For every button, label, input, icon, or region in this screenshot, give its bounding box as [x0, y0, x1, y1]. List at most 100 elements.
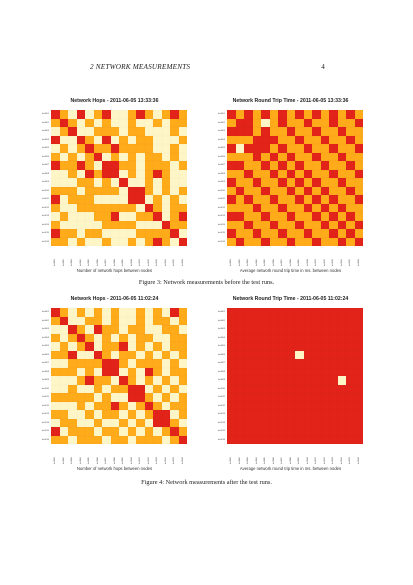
column-label: hs0002: [62, 457, 65, 464]
heatmap-cell: [312, 186, 321, 195]
heatmap-cell: [76, 195, 85, 204]
heatmap-cell: [295, 359, 304, 368]
heatmap-cell: [93, 135, 102, 144]
heatmap-cell: [178, 220, 187, 229]
column-label: hs0005: [264, 259, 267, 266]
heatmap-cell: [76, 144, 85, 153]
heatmap-cell: [329, 410, 338, 419]
heatmap-cell: [252, 118, 261, 127]
heatmap-cell: [269, 152, 278, 161]
column-label: hs0005: [264, 457, 267, 464]
heatmap-cell: [227, 393, 236, 402]
heatmap-cell: [346, 118, 355, 127]
heatmap-cell: [136, 410, 145, 419]
heatmap-cell: [93, 435, 102, 444]
heatmap-cell: [76, 169, 85, 178]
heatmap-cell: [346, 169, 355, 178]
heatmap-cell: [286, 169, 295, 178]
heatmap-cell: [85, 110, 94, 119]
heatmap-cell: [303, 359, 312, 368]
heatmap-cell: [144, 178, 153, 187]
row-label: hs0011: [41, 198, 49, 201]
heatmap-cell: [136, 203, 145, 212]
heatmap-cell: [261, 144, 270, 153]
heatmap-cell: [136, 350, 145, 359]
heatmap-cell: [59, 308, 68, 317]
heatmap-cell: [227, 342, 236, 351]
heatmap-cell: [235, 186, 244, 195]
heatmap-cell: [329, 144, 338, 153]
heatmap-cell: [227, 220, 236, 229]
heatmap-cell: [320, 401, 329, 410]
row-label: hs0016: [41, 438, 49, 441]
heatmap-cell: [161, 325, 170, 334]
heatmap-cell: [59, 427, 68, 436]
heatmap-cell: [286, 118, 295, 127]
heatmap-cell: [178, 161, 187, 170]
heatmap-cell: [286, 342, 295, 351]
heatmap-cell: [312, 316, 321, 325]
heatmap-cell: [153, 350, 162, 359]
heatmap-cell: [144, 384, 153, 393]
heatmap-cell: [354, 384, 363, 393]
heatmap-cell: [170, 393, 179, 402]
heatmap-cell: [235, 325, 244, 334]
heatmap-cell: [93, 169, 102, 178]
heatmap-cell: [178, 135, 187, 144]
heatmap-cell: [161, 169, 170, 178]
heatmap-cell: [227, 333, 236, 342]
heatmap-cell: [286, 367, 295, 376]
column-label: hs0003: [71, 259, 74, 266]
heatmap-cell: [51, 316, 60, 325]
heatmap-cell: [286, 186, 295, 195]
heatmap-cell: [354, 212, 363, 221]
heatmap-cell: [329, 212, 338, 221]
heatmap-cell: [320, 367, 329, 376]
heatmap-cell: [59, 169, 68, 178]
column-label: hs0009: [122, 457, 125, 464]
page-number: 4: [321, 63, 325, 71]
heatmap-cell: [153, 376, 162, 385]
heatmap-cell: [312, 393, 321, 402]
heatmap-cell: [303, 325, 312, 334]
heatmap-cell: [119, 203, 128, 212]
heatmap-cell: [102, 169, 111, 178]
heatmap-cell: [102, 152, 111, 161]
row-label: hs0004: [217, 336, 225, 339]
heatmap-cell: [102, 367, 111, 376]
heatmap-cell: [312, 118, 321, 127]
heatmap-cell: [144, 435, 153, 444]
heatmap-cell: [102, 359, 111, 368]
heatmap-cell: [269, 110, 278, 119]
heatmap-cell: [93, 237, 102, 246]
heatmap-cell: [278, 435, 287, 444]
figure-4-caption: Figure 4: Network measurements after the…: [141, 479, 272, 486]
heatmap-cell: [346, 350, 355, 359]
heatmap-cell: [51, 152, 60, 161]
row-label: hs0002: [217, 121, 225, 124]
heatmap-cell: [252, 418, 261, 427]
heatmap-cell: [85, 212, 94, 221]
heatmap-cell: [244, 135, 253, 144]
column-label: hs0007: [281, 259, 284, 266]
heatmap-cell: [93, 212, 102, 221]
heatmap-cell: [337, 118, 346, 127]
heatmap-cell: [178, 203, 187, 212]
heatmap-cell: [68, 152, 77, 161]
heatmap-cell: [346, 161, 355, 170]
heatmap-cell: [110, 333, 119, 342]
heatmap-cell: [161, 435, 170, 444]
heatmap-cell: [136, 212, 145, 221]
column-label: hs0002: [62, 259, 65, 266]
column-label: hs0008: [113, 259, 116, 266]
heatmap-cell: [85, 118, 94, 127]
heatmap-cell: [153, 127, 162, 136]
heatmap-cell: [76, 135, 85, 144]
row-label: hs0007: [217, 362, 225, 365]
row-label: hs0010: [41, 189, 49, 192]
heatmap-cell: [269, 178, 278, 187]
heatmap-cell: [76, 152, 85, 161]
heatmap-cell: [93, 342, 102, 351]
heatmap-cell: [286, 410, 295, 419]
heatmap-cell: [329, 152, 338, 161]
